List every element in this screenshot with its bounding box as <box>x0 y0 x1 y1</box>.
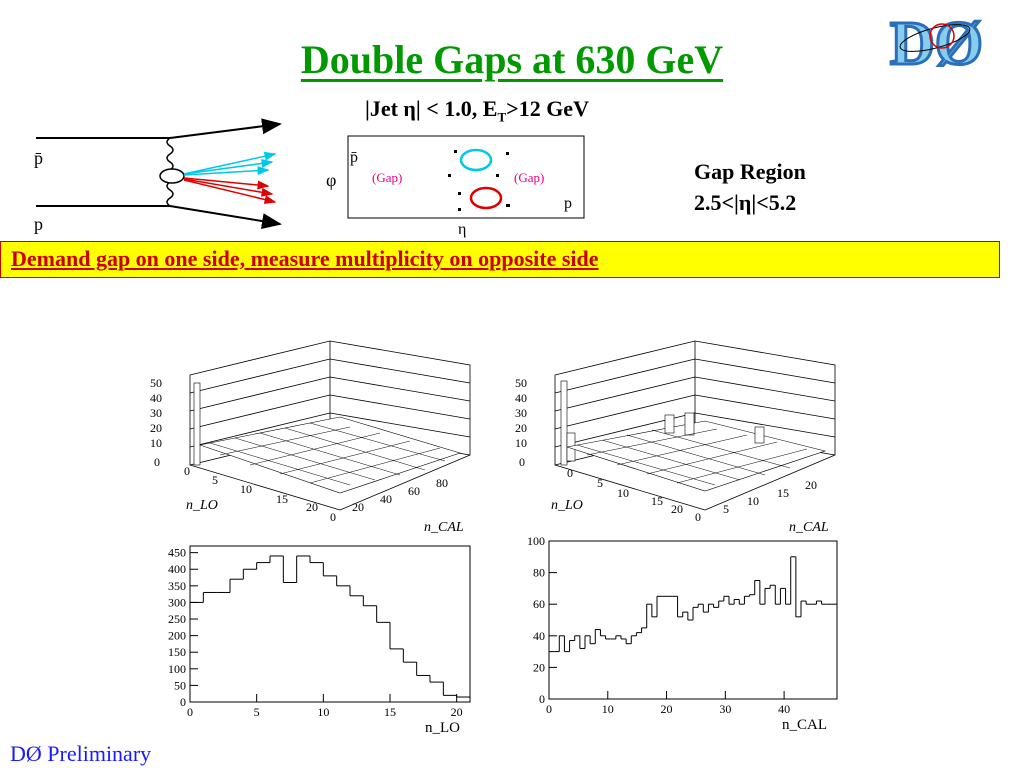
y-tick-label: 80 <box>533 566 545 580</box>
lego-left-x-15: 15 <box>276 492 288 506</box>
hist-xlabel: n_CAL <box>782 717 827 733</box>
x-tick-label: 30 <box>719 702 731 716</box>
lego-left-y-80: 80 <box>436 476 448 490</box>
lego-right-y-0: 0 <box>695 510 701 524</box>
lego-right-z-10: 10 <box>515 436 527 450</box>
eta-label: η <box>458 221 466 238</box>
lego-left-z-50: 50 <box>150 376 162 390</box>
y-tick-label: 100 <box>168 662 186 676</box>
hist-frame <box>189 545 471 703</box>
lego-left-y-20: 20 <box>352 500 364 514</box>
gap-left-label: (Gap) <box>372 170 402 185</box>
x-tick-label: 20 <box>661 702 673 716</box>
lego-left-z-0: 0 <box>154 455 160 469</box>
lego-left-z-40: 40 <box>150 391 162 405</box>
lego-right-x-15: 15 <box>651 494 663 508</box>
lego-left-ylabel: n_CAL <box>424 520 464 535</box>
x-tick-label: 15 <box>384 705 396 719</box>
y-tick-label: 20 <box>533 660 545 674</box>
x-tick-label: 5 <box>254 705 260 719</box>
p-label: p <box>34 214 43 234</box>
lego-left-z-10: 10 <box>150 436 162 450</box>
lego-right-x-20: 20 <box>671 502 683 516</box>
pbar-label: p̄ <box>34 148 43 168</box>
y-tick-label: 350 <box>168 579 186 593</box>
y-tick-label: 400 <box>168 562 186 576</box>
y-tick-label: 40 <box>533 629 545 643</box>
y-tick-label: 50 <box>174 678 186 692</box>
banner: Demand gap on one side, measure multipli… <box>0 241 1000 278</box>
lego-left-y-0: 0 <box>330 510 336 524</box>
gap-region-label: Gap Region 2.5<|η|<5.2 <box>694 159 806 215</box>
red-jet-circle <box>469 186 503 210</box>
lego-right-y-5: 5 <box>723 502 729 516</box>
y-tick-label: 200 <box>168 629 186 643</box>
lego-plot-left: 50 40 30 20 10 0 0 5 10 15 20 0 20 40 60… <box>150 340 471 535</box>
lego-right-z-0: 0 <box>519 455 525 469</box>
lego-right-ylabel: n_CAL <box>789 520 829 535</box>
lego-left-x-20: 20 <box>306 500 318 514</box>
lego-right-y-15: 15 <box>777 486 789 500</box>
eta-phi-box: φ η p̄ p (Gap) (Gap) <box>326 135 585 238</box>
lego-left-x-0: 0 <box>184 464 190 478</box>
lego-right-z-50: 50 <box>515 376 527 390</box>
lego-right-z-30: 30 <box>515 406 527 420</box>
x-tick-label: 20 <box>451 705 463 719</box>
lego-left-y-40: 40 <box>380 492 392 506</box>
x-tick-label: 0 <box>187 705 193 719</box>
lego-right-x-10: 10 <box>617 486 629 500</box>
hist-frame <box>548 540 838 700</box>
box-pbar-label: p̄ <box>350 149 358 166</box>
lego-left-y-60: 60 <box>408 484 420 498</box>
box-p-label: p <box>564 195 572 212</box>
cyan-jet-circle <box>459 148 493 172</box>
logo-text: DØ <box>890 10 983 74</box>
lego-left-z-20: 20 <box>150 421 162 435</box>
slide-title: Double Gaps at 630 GeV <box>300 37 724 82</box>
y-tick-label: 0 <box>539 692 545 706</box>
y-tick-label: 450 <box>168 546 186 560</box>
lego-left-z-30: 30 <box>150 406 162 420</box>
y-tick-label: 150 <box>168 645 186 659</box>
x-tick-label: 10 <box>602 702 614 716</box>
y-tick-label: 250 <box>168 612 186 626</box>
lego-right-z-20: 20 <box>515 421 527 435</box>
hist-xlabel: n_LO <box>425 720 460 736</box>
y-tick-label: 60 <box>533 597 545 611</box>
x-tick-label: 10 <box>317 705 329 719</box>
lego-right-y-10: 10 <box>747 494 759 508</box>
banner-text: Demand gap on one side, measure multipli… <box>11 246 599 271</box>
preliminary-label: DØ Preliminary <box>10 741 152 766</box>
x-tick-label: 40 <box>778 702 790 716</box>
lego-left-x-5: 5 <box>212 473 218 487</box>
lego-right-x-5: 5 <box>597 476 603 490</box>
x-tick-label: 0 <box>546 702 552 716</box>
lego-right-x-0: 0 <box>567 466 573 480</box>
phi-label: φ <box>326 170 336 190</box>
lego-right-z-40: 40 <box>515 391 527 405</box>
lego-right-xlabel: n_LO <box>551 498 583 513</box>
gap-right-label: (Gap) <box>514 170 544 185</box>
double-gap-diagram: p̄ p <box>34 118 282 234</box>
y-tick-label: 100 <box>527 535 545 548</box>
lego-right-y-20: 20 <box>805 478 817 492</box>
jet-cuts-label: |Jet η| < 1.0, ET>12 GeV <box>365 96 589 125</box>
lego-left-x-10: 10 <box>240 482 252 496</box>
lego-plot-right: 50 40 30 20 10 0 0 5 10 15 20 0 5 10 15 … <box>515 340 836 535</box>
dzero-logo: DØ <box>889 9 985 75</box>
y-tick-label: 0 <box>180 695 186 709</box>
lego-left-xlabel: n_LO <box>186 498 218 513</box>
y-tick-label: 300 <box>168 595 186 609</box>
